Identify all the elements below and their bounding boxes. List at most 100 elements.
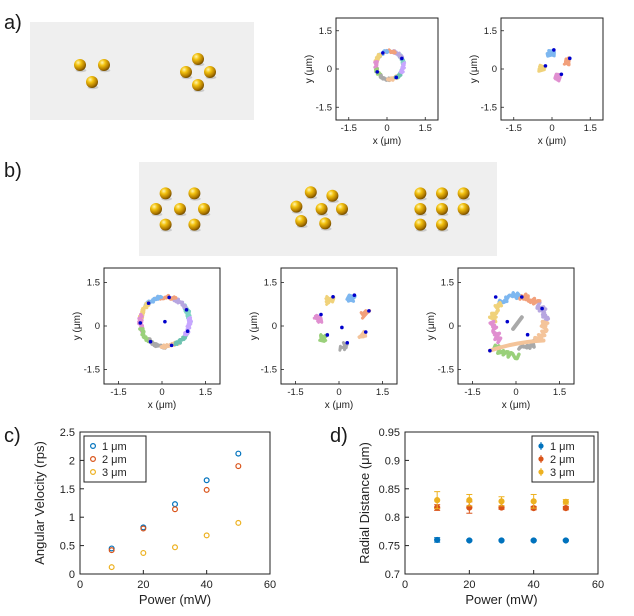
y-tick-label: 1.5	[319, 26, 332, 37]
panel-label-c: c)	[4, 425, 21, 447]
data-point	[498, 537, 505, 544]
trajectory-cluster	[318, 332, 329, 343]
y-tick-label: 0	[327, 64, 332, 75]
y-tick-label: 0.9	[385, 455, 400, 467]
y-tick-label: 0.7	[385, 569, 400, 581]
data-point	[562, 505, 569, 512]
x-tick-label: 40	[201, 579, 213, 591]
legend-label: 2 μm	[550, 454, 575, 466]
y-tick-label: 0	[492, 64, 497, 75]
trajectory-segment	[487, 300, 504, 324]
x-tick-label: 0	[549, 123, 554, 134]
trajectory-plot-4: -1.5 0 1.5 1.5 0 -1.5 x (μm) y (μm)	[426, 267, 575, 411]
illustration-b-particle	[326, 189, 339, 202]
y-axis-label: y (μm)	[72, 312, 83, 341]
legend-marker	[538, 443, 544, 449]
trajectory-start-dot	[394, 75, 399, 80]
trajectory-plot-0: -1.5 0 1.5 1.5 0 -1.5 x (μm) y (μm)	[304, 17, 439, 147]
data-point	[562, 537, 569, 544]
data-point	[498, 498, 505, 505]
trajectory-start-dot	[505, 319, 510, 324]
data-point	[203, 532, 210, 539]
trajectory-start-dot	[331, 295, 335, 299]
data-point	[235, 463, 242, 470]
trajectory-start-dot	[167, 295, 171, 300]
y-axis-label: Radial Distance (μm)	[357, 442, 372, 564]
legend-label: 1 μm	[102, 441, 127, 453]
y-axis-label: y (μm)	[304, 55, 315, 84]
trajectory-start-dot	[325, 333, 330, 337]
y-axis-label: y (μm)	[469, 55, 480, 84]
plot-frame	[335, 17, 439, 121]
illustration-a-particle	[192, 79, 204, 91]
illustration-a-particle	[180, 66, 192, 78]
y-tick-label: 0	[272, 321, 277, 332]
trajectory-cluster	[324, 295, 336, 306]
trajectory-start-dot	[367, 309, 371, 313]
data-point	[530, 537, 537, 544]
x-tick-label: -1.5	[110, 387, 126, 398]
trajectory-start-dot	[169, 343, 174, 348]
x-tick-label: 0	[402, 579, 408, 591]
y-tick-label: 1.5	[87, 278, 100, 289]
illustration-b-particle	[436, 203, 448, 215]
trajectory-segment	[169, 295, 188, 310]
data-point	[203, 486, 210, 493]
legend-label: 3 μm	[550, 467, 575, 479]
y-tick-label: 0.8	[385, 512, 400, 524]
trajectory-start-dot	[493, 295, 498, 299]
trajectory-start-dot	[540, 306, 544, 311]
y-tick-label: -1.5	[438, 365, 454, 376]
x-tick-label: 20	[463, 579, 475, 591]
x-tick-label: 0	[77, 579, 83, 591]
x-tick-label: 60	[264, 579, 276, 591]
legend-marker	[538, 469, 544, 475]
y-axis-label: Angular Velocity (rps)	[32, 441, 47, 565]
x-tick-label: 60	[592, 579, 604, 591]
x-tick-label: 40	[528, 579, 540, 591]
plot-frame	[500, 17, 604, 121]
y-tick-label: 0	[95, 321, 100, 332]
x-axis-label: x (μm)	[325, 400, 354, 411]
trajectory-start-dot	[363, 330, 368, 334]
plot-frame	[103, 267, 221, 385]
illustration-b-particle	[315, 203, 328, 215]
chart-d: 0 20 40 60 0.7 0.75 0.8 0.85 0.9 0.95 Power (mW) Ra…	[357, 427, 604, 607]
trajectory-cluster	[537, 63, 547, 73]
y-axis-label: y (μm)	[249, 312, 260, 341]
trajectory-start-dot	[375, 70, 380, 74]
illustration-a-particle	[192, 53, 204, 65]
illustration-b-particle	[159, 218, 172, 231]
x-tick-label: 1.5	[553, 387, 566, 398]
trajectory-cluster	[312, 313, 324, 324]
trajectory-start-dot	[525, 332, 530, 337]
trajectory-plot-3: -1.5 0 1.5 1.5 0 -1.5 x (μm) y (μm)	[249, 267, 398, 411]
x-axis-label: x (μm)	[502, 400, 531, 411]
illustration-b-particle	[414, 218, 427, 231]
y-tick-label: 1.5	[60, 484, 75, 496]
panel-label-a: a)	[4, 12, 22, 34]
x-tick-label: -1.5	[506, 123, 522, 134]
data-point	[172, 506, 179, 513]
trajectory-plot-1: -1.5 0 1.5 1.5 0 -1.5 x (μm) y (μm)	[469, 17, 604, 147]
x-axis-label: x (μm)	[148, 400, 177, 411]
x-tick-label: 1.5	[584, 123, 597, 134]
y-tick-label: 1.5	[441, 278, 454, 289]
trajectory-start-dot	[146, 301, 151, 305]
data-point	[466, 497, 473, 504]
trajectory-segment	[535, 299, 551, 324]
trajectory-segment	[488, 319, 503, 345]
data-point	[108, 547, 115, 554]
y-tick-label: -1.5	[316, 102, 332, 113]
x-tick-label: 20	[137, 579, 149, 591]
illustration-a-background	[30, 22, 254, 120]
data-point	[108, 564, 115, 571]
x-tick-label: 0	[384, 123, 389, 134]
legend-marker	[89, 443, 96, 450]
y-tick-label: -1.5	[481, 102, 497, 113]
legend-label: 2 μm	[102, 454, 127, 466]
legend-marker	[89, 456, 96, 463]
y-tick-label: -1.5	[84, 365, 100, 376]
trajectory-start-dot	[138, 321, 143, 325]
illustration-b-particle	[436, 218, 448, 231]
